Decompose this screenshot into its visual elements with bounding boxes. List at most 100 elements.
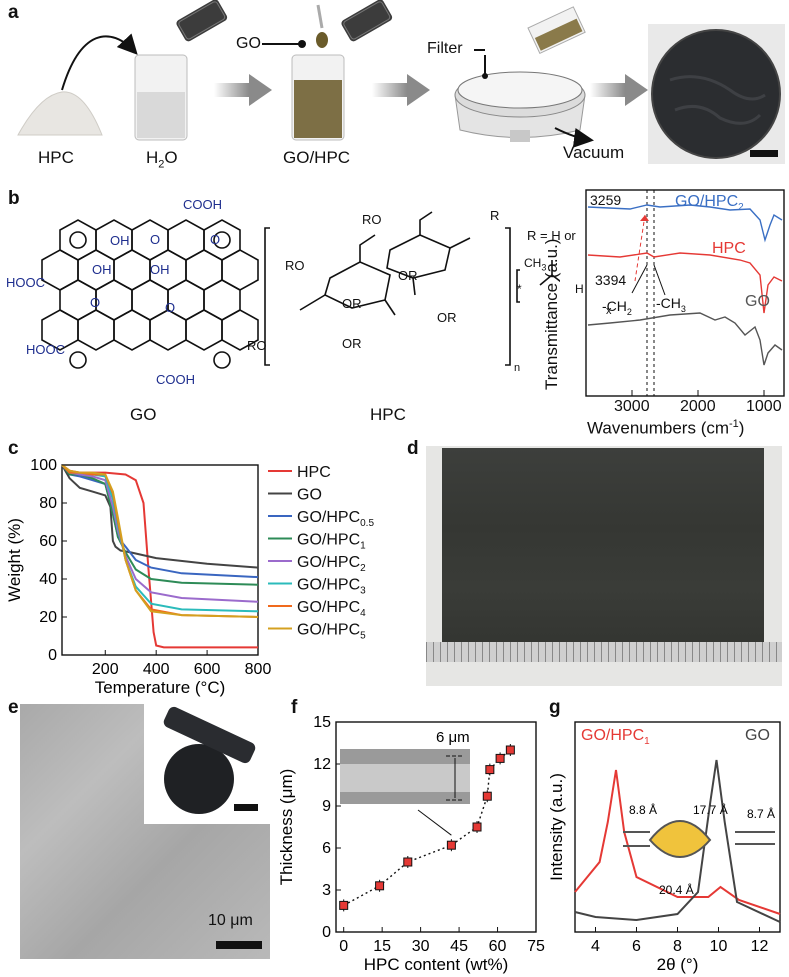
hooc-bottom: HOOC <box>26 342 65 357</box>
curved-arrow-icon <box>61 33 138 91</box>
label-go: GO <box>236 35 261 52</box>
tga-plot-frame <box>61 464 259 656</box>
ftir-series-go <box>587 312 783 366</box>
o-3: O <box>165 300 176 315</box>
xrd-xtick-label: 6 <box>632 938 641 955</box>
label-hpc: HPC <box>38 148 74 167</box>
process-arrow-1 <box>214 74 272 106</box>
scale-bar <box>750 150 778 157</box>
xrd-annotation-2: 8.7 Å <box>747 806 775 821</box>
thickness-point <box>495 753 505 763</box>
thickness-inset-label: 6 μm <box>436 729 470 746</box>
thickness-xtick-label: 30 <box>412 938 430 955</box>
ruler <box>426 642 782 662</box>
ftir-xtick-3000: 3000 <box>614 398 650 415</box>
xrd-legend-go: GO <box>745 727 770 744</box>
tga-legend-label-1: GO <box>297 487 322 504</box>
cooh-bottom: COOH <box>156 372 195 387</box>
thickness-ytick-label: 9 <box>322 798 331 815</box>
ftir-chart <box>585 189 785 397</box>
ftir-series-hpc <box>587 252 783 314</box>
r-definition: R = H or <box>527 228 576 243</box>
thickness-point <box>403 857 413 867</box>
thickness-plot-frame <box>335 721 537 933</box>
tga-legend-label-2: GO/HPC0.5 <box>297 509 374 529</box>
tga-series-7 <box>61 464 259 618</box>
tga-xtick-label: 800 <box>245 661 272 678</box>
subscript-x: x <box>606 305 612 317</box>
go-caption: GO <box>130 405 157 424</box>
tga-series-1 <box>61 464 259 569</box>
ro-2: RO <box>285 258 305 273</box>
or-2: OR <box>398 268 418 283</box>
hpc-powder <box>17 91 103 136</box>
label-h2o: H2O <box>146 148 178 171</box>
tga-series-2 <box>61 464 259 579</box>
hpc-caption: HPC <box>370 405 406 424</box>
xrd-xtick-label: 10 <box>710 938 728 955</box>
thickness-ytick-label: 6 <box>322 840 331 857</box>
ch3-label: CH3 <box>524 256 547 273</box>
tga-ytick-label: 40 <box>39 571 57 588</box>
ftir-series-go-hpc2 <box>587 204 783 243</box>
xrd-annotation-1: 17.7 Å <box>693 802 728 817</box>
oh-1: OH <box>110 233 130 248</box>
panel-label-g: g <box>549 697 561 718</box>
tga-series-4 <box>61 464 259 603</box>
xrd-series-go-hpc1 <box>574 769 781 915</box>
oh-2: OH <box>150 262 170 277</box>
xrd-xtick-label: 4 <box>591 938 600 955</box>
tga-xtick-label: 200 <box>92 661 119 678</box>
thickness-xtick-label: 15 <box>373 938 391 955</box>
panel-label-e: e <box>8 697 19 718</box>
o-2: O <box>90 295 101 310</box>
o-h-label: H <box>575 282 584 296</box>
tga-legend-label-7: GO/HPC5 <box>297 622 366 642</box>
thickness-ytick-label: 0 <box>322 924 331 941</box>
xrd-xlabel: 2θ (°) <box>657 955 699 974</box>
o-1: O <box>150 232 161 247</box>
thickness-xtick-label: 0 <box>339 938 348 955</box>
tga-ytick-label: 100 <box>30 457 57 474</box>
xrd-xtick-label: 8 <box>673 938 682 955</box>
tga-series-0 <box>61 464 258 649</box>
graphene-film <box>442 448 764 648</box>
panel-label-b: b <box>8 188 20 209</box>
tga-xlabel: Temperature (°C) <box>95 678 226 697</box>
go-drop-icon <box>316 32 328 48</box>
ftir-legend-hpc: HPC <box>712 240 746 257</box>
xrd-chart: 4 6 8 10 12 2θ (°) Intensity (a.u.) GO/HPC1 GO 8.… <box>547 721 781 974</box>
tga-legend-label-6: GO/HPC4 <box>297 599 366 619</box>
thickness-inset-layer <box>340 764 470 792</box>
tga-ytick-label: 80 <box>39 495 57 512</box>
thickness-xlabel: HPC content (wt%) <box>364 955 509 974</box>
stir-bar-2 <box>341 0 393 42</box>
process-arrow-3 <box>590 74 648 106</box>
tga-series-3 <box>61 464 259 586</box>
or-top: R <box>490 208 500 223</box>
label-vacuum: Vacuum <box>563 143 625 162</box>
label-filter: Filter <box>427 40 463 57</box>
thickness-xtick-label: 45 <box>450 938 468 955</box>
pouring-beaker <box>527 6 586 55</box>
tga-legend-label-5: GO/HPC3 <box>297 577 366 597</box>
hooc-left: HOOC <box>6 275 45 290</box>
tga-legend-label-3: GO/HPC1 <box>297 532 366 552</box>
tga-ytick-label: 60 <box>39 533 57 550</box>
thickness-ylabel: Thickness (μm) <box>277 769 296 886</box>
ftir-x-ticks <box>631 390 765 396</box>
tga-ytick-label: 0 <box>48 647 57 664</box>
panel-a-schematic <box>17 0 785 164</box>
xrd-xtick-label: 12 <box>751 938 769 955</box>
sem-image <box>20 704 270 959</box>
tga-ytick-label: 20 <box>39 609 57 626</box>
ftir-legend-go-hpc2: GO/HPC2 <box>675 193 744 214</box>
xrd-annotation-3: 20.4 Å <box>659 882 694 897</box>
thickness-point <box>339 900 349 910</box>
tga-legend-label-0: HPC <box>297 464 331 481</box>
xrd-ylabel: Intensity (a.u.) <box>547 773 566 881</box>
or-4: OR <box>342 336 362 351</box>
tga-xtick-label: 600 <box>194 661 221 678</box>
o-4: O <box>210 232 221 247</box>
panel-label-f: f <box>291 697 298 718</box>
